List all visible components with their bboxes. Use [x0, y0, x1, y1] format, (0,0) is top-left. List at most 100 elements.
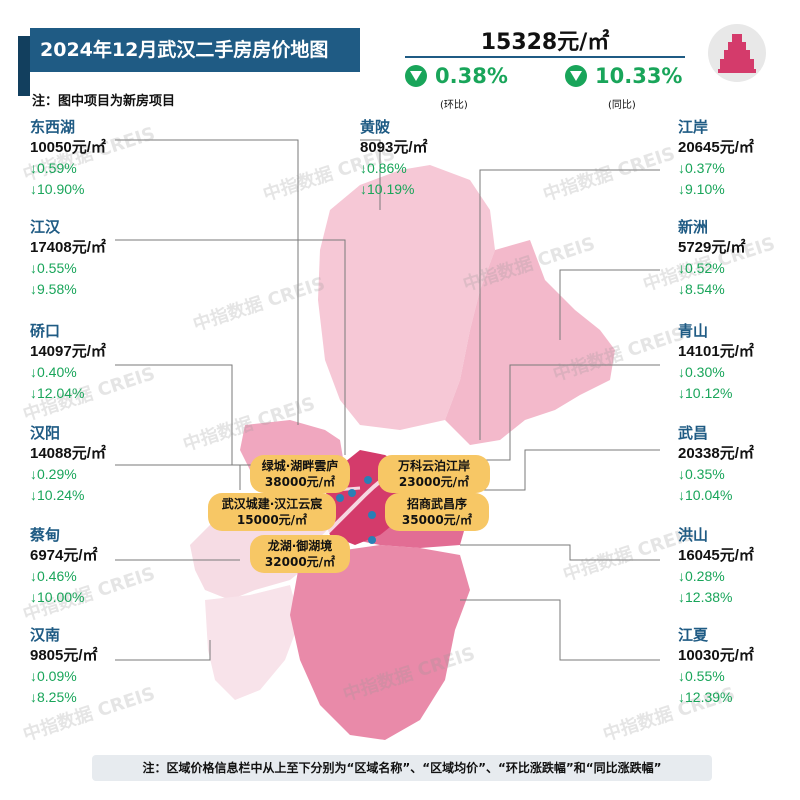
region-name: 江夏 — [678, 627, 709, 644]
project-dot-lvcheng — [336, 494, 344, 502]
footer-note: 注：区域价格信息栏中从上至下分别为“区域名称”、“区域均价”、“环比涨跌幅”和“… — [92, 755, 712, 781]
region-name: 江汉 — [30, 219, 61, 236]
region-dongxihu: 东西湖 10050元/㎡ ↓0.59% ↓10.90% — [30, 118, 106, 200]
region-mom: ↓0.59% — [30, 160, 77, 176]
average-price: 15328元/㎡ — [480, 30, 610, 55]
project-dot-longhu — [368, 536, 376, 544]
project-name: 武汉城建·汉江云宸 — [221, 497, 323, 511]
region-price: 5729元/㎡ — [678, 239, 746, 256]
region-mom: ↓0.29% — [30, 466, 77, 482]
region-name: 新洲 — [678, 219, 709, 236]
region-name: 东西湖 — [30, 119, 76, 136]
region-yoy: ↓8.54% — [678, 281, 725, 297]
project-name: 万科云泊江岸 — [397, 459, 470, 473]
region-hannan: 汉南 9805元/㎡ ↓0.09% ↓8.25% — [30, 626, 98, 708]
region-mom: ↓0.30% — [678, 364, 725, 380]
project-dot-chengjian — [348, 489, 356, 497]
project-price: 35000元/㎡ — [401, 513, 473, 527]
region-mom: ↓0.52% — [678, 260, 725, 276]
map-area-xinzhou — [445, 240, 615, 445]
title-banner-shadow — [18, 36, 30, 96]
region-price: 14101元/㎡ — [678, 343, 754, 360]
map-area-hannan — [205, 585, 300, 700]
region-yoy: ↓10.04% — [678, 487, 733, 503]
region-yoy: ↓10.12% — [678, 385, 733, 401]
region-price: 14088元/㎡ — [30, 445, 106, 462]
yoy-change-group: 10.33% — [565, 64, 682, 88]
region-qiaokou: 硚口 14097元/㎡ ↓0.40% ↓12.04% — [30, 322, 106, 404]
yoy-change-value: 10.33% — [595, 64, 683, 88]
region-mom: ↓0.09% — [30, 668, 77, 684]
project-name: 龙湖·御湖境 — [267, 539, 333, 553]
region-name: 武昌 — [678, 425, 709, 442]
region-huangpi: 黄陂 8093元/㎡ ↓0.86% ↓10.19% — [360, 118, 428, 200]
region-price: 10030元/㎡ — [678, 647, 754, 664]
region-name: 汉阳 — [30, 425, 61, 442]
mom-change-group: 0.38% — [405, 64, 508, 88]
project-name: 招商武昌序 — [406, 497, 467, 511]
project-label-vanke: 万科云泊江岸 23000元/㎡ — [378, 455, 490, 493]
project-price: 15000元/㎡ — [236, 513, 308, 527]
region-name: 黄陂 — [360, 119, 391, 136]
project-dot-vanke — [364, 476, 372, 484]
project-price: 38000元/㎡ — [264, 475, 336, 489]
down-arrow-icon — [405, 65, 427, 87]
city-landmark-logo — [708, 24, 766, 82]
header-divider — [405, 56, 685, 58]
project-label-longhu: 龙湖·御湖境 32000元/㎡ — [250, 535, 350, 573]
region-yoy: ↓10.19% — [360, 181, 415, 197]
region-hanyang: 汉阳 14088元/㎡ ↓0.29% ↓10.24% — [30, 424, 106, 506]
map-area-jiangxia — [290, 545, 470, 740]
project-dot-zhaoshang — [368, 511, 376, 519]
region-yoy: ↓12.04% — [30, 385, 85, 401]
region-price: 10050元/㎡ — [30, 139, 106, 156]
region-mom: ↓0.86% — [360, 160, 407, 176]
mom-change-value: 0.38% — [435, 64, 508, 88]
region-mom: ↓0.46% — [30, 568, 77, 584]
project-note: 注：图中项目为新房项目 — [32, 94, 176, 109]
region-yoy: ↓9.10% — [678, 181, 725, 197]
project-label-zhaoshang: 招商武昌序 35000元/㎡ — [385, 493, 489, 531]
project-price: 32000元/㎡ — [264, 555, 336, 569]
region-yoy: ↓8.25% — [30, 689, 77, 705]
region-caidian: 蔡甸 6974元/㎡ ↓0.46% ↓10.00% — [30, 526, 98, 608]
region-yoy: ↓12.38% — [678, 589, 733, 605]
region-name: 青山 — [678, 323, 709, 340]
project-label-lvcheng: 绿城·湖畔雲庐 38000元/㎡ — [250, 455, 350, 493]
region-price: 14097元/㎡ — [30, 343, 106, 360]
region-jiangan: 江岸 20645元/㎡ ↓0.37% ↓9.10% — [678, 118, 754, 200]
region-mom: ↓0.37% — [678, 160, 725, 176]
region-mom: ↓0.55% — [30, 260, 77, 276]
region-price: 20645元/㎡ — [678, 139, 754, 156]
region-name: 汉南 — [30, 627, 61, 644]
down-arrow-icon — [565, 65, 587, 87]
region-qingshan: 青山 14101元/㎡ ↓0.30% ↓10.12% — [678, 322, 754, 404]
region-mom: ↓0.35% — [678, 466, 725, 482]
region-yoy: ↓10.00% — [30, 589, 85, 605]
region-name: 洪山 — [678, 527, 709, 544]
region-name: 硚口 — [30, 323, 61, 340]
region-price: 16045元/㎡ — [678, 547, 754, 564]
region-price: 17408元/㎡ — [30, 239, 106, 256]
region-jiangxia: 江夏 10030元/㎡ ↓0.55% ↓12.39% — [678, 626, 754, 708]
region-yoy: ↓10.24% — [30, 487, 85, 503]
region-price: 9805元/㎡ — [30, 647, 98, 664]
region-price: 6974元/㎡ — [30, 547, 98, 564]
region-yoy: ↓9.58% — [30, 281, 77, 297]
region-mom: ↓0.28% — [678, 568, 725, 584]
region-wuchang: 武昌 20338元/㎡ ↓0.35% ↓10.04% — [678, 424, 754, 506]
mom-label: (环比) — [440, 100, 468, 111]
region-price: 20338元/㎡ — [678, 445, 754, 462]
map-area-huangpi — [318, 165, 495, 430]
project-price: 23000元/㎡ — [398, 475, 470, 489]
region-mom: ↓0.55% — [678, 668, 725, 684]
page-title: 2024年12月武汉二手房房价地图 — [30, 28, 360, 72]
region-yoy: ↓10.90% — [30, 181, 85, 197]
region-xinzhou: 新洲 5729元/㎡ ↓0.52% ↓8.54% — [678, 218, 746, 300]
yoy-label: (同比) — [608, 100, 636, 111]
region-jianghan: 江汉 17408元/㎡ ↓0.55% ↓9.58% — [30, 218, 106, 300]
region-name: 蔡甸 — [30, 527, 61, 544]
project-label-chengjian: 武汉城建·汉江云宸 15000元/㎡ — [208, 493, 336, 531]
region-hongshan: 洪山 16045元/㎡ ↓0.28% ↓12.38% — [678, 526, 754, 608]
region-price: 8093元/㎡ — [360, 139, 428, 156]
